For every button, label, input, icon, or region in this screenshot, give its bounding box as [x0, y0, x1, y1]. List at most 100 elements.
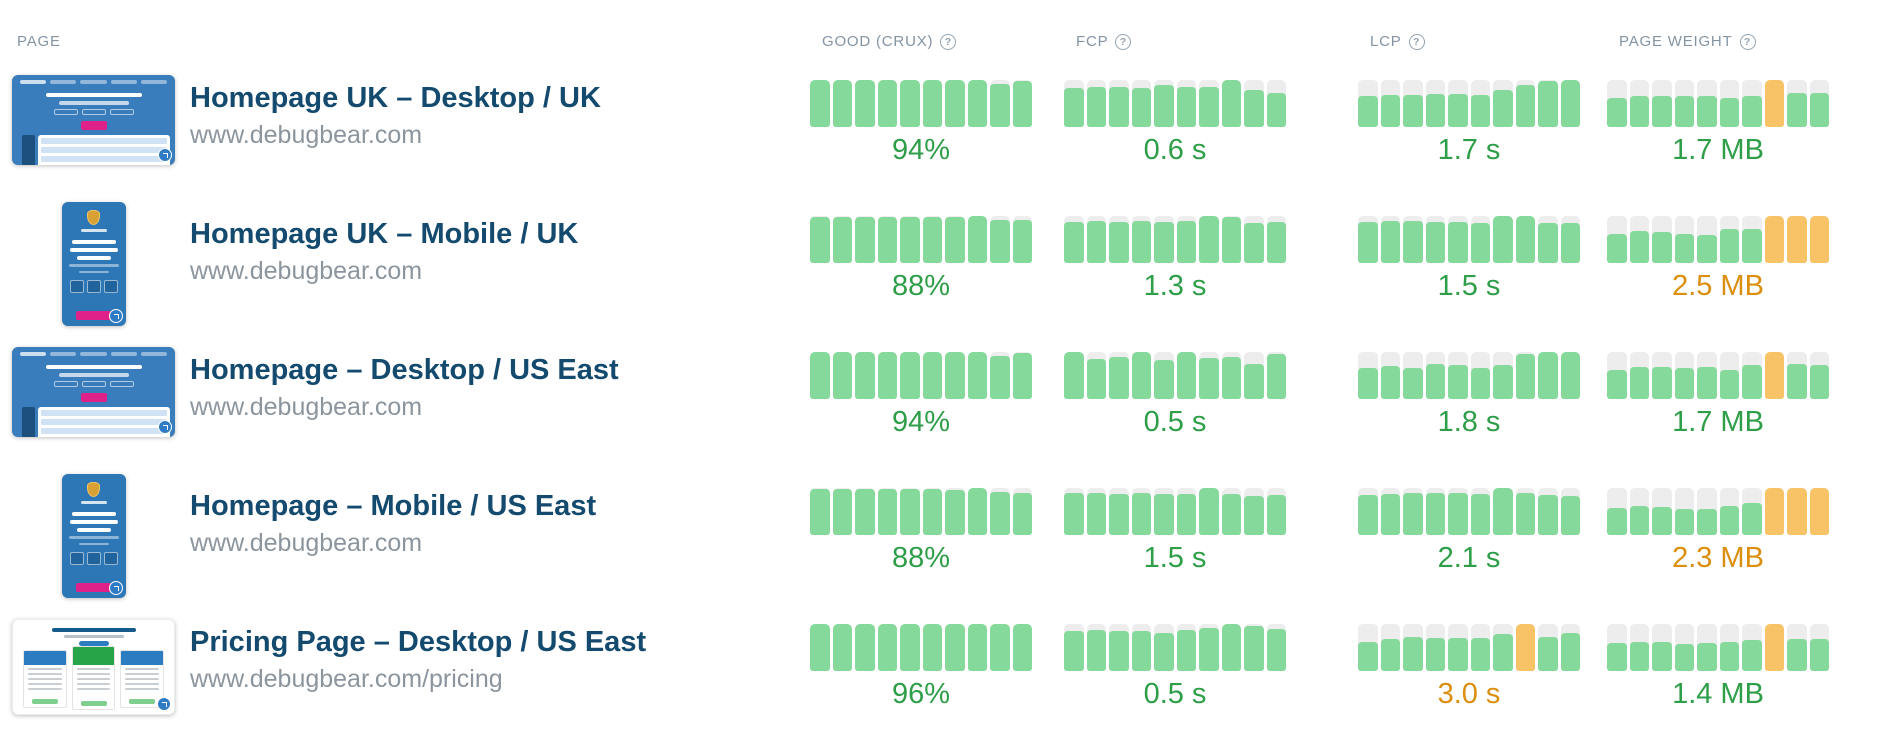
bar-chart	[1358, 624, 1580, 671]
bar	[1719, 488, 1739, 535]
bar	[990, 488, 1010, 535]
bar	[1154, 80, 1174, 127]
bar	[877, 624, 897, 671]
bar	[1607, 216, 1627, 263]
thumb-heading-line	[71, 512, 116, 516]
bar	[1221, 80, 1241, 127]
thumb-feature-boxes	[69, 552, 118, 565]
bar	[1787, 488, 1807, 535]
bar	[1131, 352, 1151, 399]
thumb-heading-line	[51, 628, 136, 632]
bar	[1560, 80, 1580, 127]
metric-value: 2.1 s	[1437, 542, 1501, 574]
page-title: Pricing Page – Desktop / US East	[190, 626, 647, 658]
bar-chart	[1358, 352, 1580, 399]
bar	[855, 488, 875, 535]
bar	[1109, 624, 1129, 671]
column-header-page-weight: PAGE WEIGHT ?	[1607, 33, 1886, 50]
metric-chart: 0.6 s	[1064, 80, 1286, 165]
help-icon[interactable]: ?	[1115, 33, 1132, 50]
bar	[1176, 488, 1196, 535]
thumbnail-badge-icon	[158, 148, 172, 162]
metric-chart: 1.3 s	[1064, 216, 1286, 301]
page-list: Homepage UK – Desktop / UK www.debugbear…	[0, 60, 1886, 740]
bar	[1012, 488, 1032, 535]
metric-value: 94%	[891, 134, 951, 166]
bar	[1697, 216, 1717, 263]
bar	[1809, 80, 1829, 127]
bar	[1448, 216, 1468, 263]
bar	[1221, 488, 1241, 535]
bar	[1012, 352, 1032, 399]
bar	[1448, 80, 1468, 127]
page-titles: Pricing Page – Desktop / US East www.deb…	[190, 604, 646, 694]
bar	[832, 216, 852, 263]
bar	[1358, 216, 1378, 263]
table-row[interactable]: Homepage – Mobile / US East www.debugbea…	[0, 468, 1886, 604]
metric-cell-fcp: 0.6 s	[1064, 60, 1358, 196]
bar	[922, 624, 942, 671]
metric-value: 88%	[891, 542, 951, 574]
column-header-page: PAGE	[0, 33, 810, 50]
bar	[1787, 352, 1807, 399]
page-title: Homepage – Desktop / US East	[190, 354, 619, 386]
bar	[1064, 488, 1084, 535]
bar	[1538, 488, 1558, 535]
bar	[1742, 624, 1762, 671]
help-icon[interactable]: ?	[1739, 33, 1756, 50]
table-row[interactable]: Homepage UK – Desktop / UK www.debugbear…	[0, 60, 1886, 196]
bar	[832, 352, 852, 399]
bar	[1674, 80, 1694, 127]
thumbnail-slot	[12, 468, 175, 598]
table-row[interactable]: Homepage – Desktop / US East www.debugbe…	[0, 332, 1886, 468]
bar	[1425, 624, 1445, 671]
bar	[1629, 352, 1649, 399]
table-row[interactable]: Homepage UK – Mobile / UK www.debugbear.…	[0, 196, 1886, 332]
bar	[1787, 216, 1807, 263]
table-row[interactable]: Pricing Page – Desktop / US East www.deb…	[0, 604, 1886, 740]
metric-chart: 1.7 MB	[1607, 80, 1829, 165]
metric-chart: 2.1 s	[1358, 488, 1580, 573]
bar	[1199, 624, 1219, 671]
bar	[1109, 216, 1129, 263]
thumb-heading-line	[69, 520, 118, 524]
bar	[1470, 488, 1490, 535]
bar	[1380, 352, 1400, 399]
bar	[1607, 488, 1627, 535]
bar	[1064, 80, 1084, 127]
bar	[1266, 352, 1286, 399]
bar	[1629, 80, 1649, 127]
bar	[1515, 80, 1535, 127]
bar	[900, 352, 920, 399]
metric-value: 0.6 s	[1143, 134, 1207, 166]
page-title: Homepage UK – Desktop / UK	[190, 82, 601, 114]
bar	[1538, 352, 1558, 399]
bar	[1515, 352, 1535, 399]
thumbnail-slot	[12, 604, 175, 715]
bar	[922, 488, 942, 535]
metric-value: 1.7 s	[1437, 134, 1501, 166]
metric-chart: 94%	[810, 352, 1032, 437]
thumb-heading-line	[71, 240, 116, 244]
bar	[1809, 624, 1829, 671]
bar	[1742, 216, 1762, 263]
bar	[1493, 488, 1513, 535]
bar	[1560, 624, 1580, 671]
bar-chart	[1064, 488, 1286, 535]
page-thumbnail	[12, 75, 175, 165]
thumb-subtext-line	[78, 542, 109, 545]
bar	[1358, 624, 1378, 671]
bar	[1764, 216, 1784, 263]
metric-cell-good: 88%	[810, 468, 1064, 604]
help-icon[interactable]: ?	[940, 33, 957, 50]
bar	[1064, 624, 1084, 671]
bar	[1403, 352, 1423, 399]
bar	[1380, 488, 1400, 535]
bar	[990, 352, 1010, 399]
bar	[1742, 352, 1762, 399]
bar	[1425, 488, 1445, 535]
help-icon[interactable]: ?	[1408, 33, 1425, 50]
bar	[1380, 624, 1400, 671]
bar	[1012, 80, 1032, 127]
bar	[1809, 352, 1829, 399]
